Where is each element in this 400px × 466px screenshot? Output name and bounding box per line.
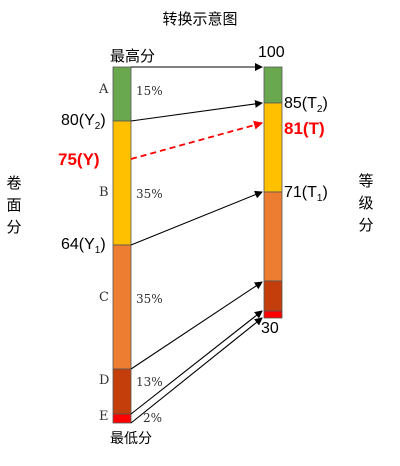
grade-t-label: 81(T)	[284, 119, 325, 138]
min-score-label: 最低分	[110, 431, 152, 447]
grade-top-value: 100	[258, 44, 285, 61]
grade-segment-b	[263, 102, 283, 193]
arrow-y-to-t-dashed	[130, 120, 263, 160]
grade-segment-e	[263, 310, 283, 319]
segment-c	[112, 244, 132, 370]
segment-d	[112, 368, 132, 415]
grade-segment-a	[263, 66, 283, 104]
grade-bottom-value: 30	[261, 320, 279, 337]
grade-score-bar	[263, 66, 283, 319]
arrow-y2-to-t2	[130, 99, 263, 122]
segment-letter-b: B	[99, 185, 109, 200]
raw-score-char-1: 卷	[6, 174, 22, 192]
grade-segment-c	[263, 191, 283, 282]
segment-percent-a: 15%	[136, 84, 163, 98]
grade-score-char-1: 等	[358, 172, 374, 190]
raw-score-vertical-label: 卷 面 分	[4, 172, 24, 238]
grade-score-char-3: 分	[358, 216, 374, 234]
raw-score-bar	[112, 66, 132, 424]
segment-percent-b: 35%	[136, 187, 163, 201]
segment-letter-d: D	[99, 373, 110, 388]
arrow-c-bottom-to-grade	[130, 281, 263, 370]
raw-score-char-2: 面	[6, 196, 22, 214]
score-y-label: 75(Y)	[58, 150, 100, 169]
arrow-y1-to-t1	[130, 190, 263, 246]
grade-score-char-2: 级	[358, 194, 374, 212]
grade-t2-label: 85(T2)	[284, 95, 328, 116]
diagram-title: 转换示意图	[162, 10, 238, 28]
segment-letter-a: A	[99, 82, 109, 97]
arrow-min-to-30	[130, 317, 263, 424]
segment-percent-e: 2%	[143, 411, 163, 425]
score-y2-label: 80(Y2)	[61, 112, 106, 133]
segment-percent-c: 35%	[136, 292, 163, 306]
grade-segment-d	[263, 280, 283, 312]
segment-a	[112, 66, 132, 122]
score-y1-label: 64(Y1)	[61, 236, 106, 257]
grade-score-vertical-label: 等 级 分	[356, 170, 376, 236]
segment-letter-e: E	[99, 409, 109, 424]
grade-t1-label: 71(T1)	[284, 184, 328, 205]
arrow-d-bottom-to-grade	[130, 310, 263, 415]
segment-e	[112, 413, 132, 424]
raw-score-char-3: 分	[6, 218, 22, 236]
segment-letter-c: C	[99, 290, 109, 305]
segment-b	[112, 120, 132, 246]
max-score-label: 最高分	[110, 47, 156, 65]
segment-percent-d: 13%	[136, 375, 163, 389]
